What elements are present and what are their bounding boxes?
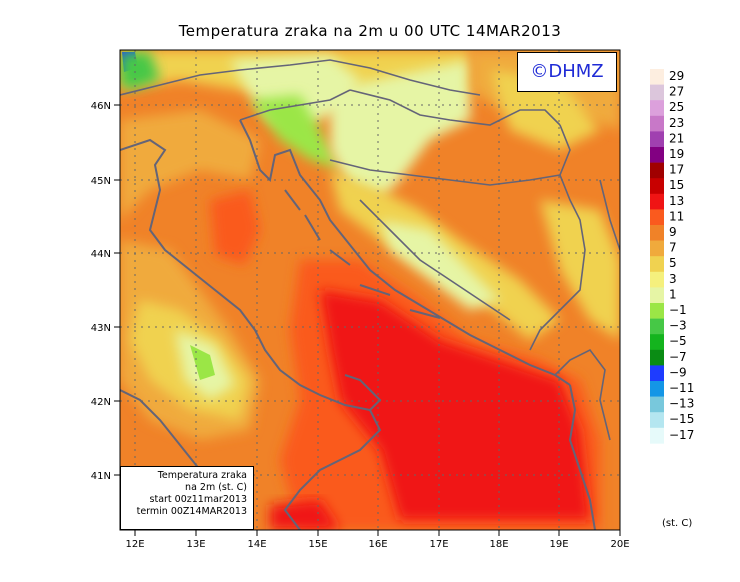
zone-alps-green: [250, 95, 340, 170]
colorbar-label: −9: [669, 365, 687, 379]
lon-label: 15E: [308, 539, 327, 550]
colorbar-swatch: [650, 349, 664, 366]
border-slovenia: [239, 89, 351, 121]
colorbar-label: 27: [669, 85, 684, 99]
lon-label: 13E: [186, 539, 205, 550]
border-bosnia-serbia: [529, 124, 586, 351]
zone-dinarides-pale: [380, 220, 500, 310]
colorbar-label: −11: [669, 381, 694, 395]
colorbar-swatch: [650, 318, 664, 335]
colorbar-swatch: [650, 240, 664, 257]
colorbar-label: −5: [669, 334, 687, 348]
zone-south-adriatic-hot: [320, 290, 590, 520]
colorbar-swatch: [650, 115, 664, 132]
colorbar-label: 9: [669, 225, 677, 239]
map-frame: [119, 49, 621, 531]
colorbar-swatch: [650, 427, 664, 444]
colorbar-label: −1: [669, 303, 687, 317]
colorbar-swatch: [650, 365, 664, 382]
colorbar-label: −15: [669, 412, 694, 426]
lat-label: 42N: [91, 397, 111, 408]
lon-label: 16E: [368, 539, 387, 550]
colorbar-label: 5: [669, 256, 677, 270]
info-line-termin: termin 00Z14MAR2013: [136, 506, 247, 517]
dhmz-logo: ©DHMZ: [517, 52, 617, 92]
zone-north-adriatic-warm: [210, 190, 260, 265]
zone-north-italy: [120, 110, 260, 220]
colorbar-label: 29: [669, 69, 684, 83]
zone-croatia-pale: [330, 60, 470, 200]
albania-coast: [568, 384, 596, 530]
colorbar-label: 21: [669, 131, 684, 145]
colorbar-swatch: [650, 178, 664, 195]
colorbar-swatch: [650, 287, 664, 304]
zone-apennines-green: [190, 345, 215, 380]
croatia-coast: [239, 119, 571, 386]
lon-label: 17E: [429, 539, 448, 550]
colorbar-swatch: [650, 162, 664, 179]
colorbar-swatch: [650, 147, 664, 163]
colorbar-swatch: [650, 193, 664, 210]
temperature-field: [120, 50, 620, 530]
border-bosnia-inner: [359, 199, 511, 321]
lon-label: 20E: [610, 539, 629, 550]
italy-coast: [120, 138, 382, 412]
map-title: Temperatura zraka na 2m u 00 UTC 14MAR20…: [178, 22, 562, 40]
colorbar-swatch: [650, 84, 664, 101]
zone-alps-pale: [230, 55, 360, 130]
lat-label: 44N: [91, 249, 111, 260]
colorbar-swatch: [650, 100, 664, 117]
colorbar-label: 1: [669, 287, 677, 301]
colorbar-label: −3: [669, 319, 687, 333]
colorbar-label: −13: [669, 397, 694, 411]
border-north: [120, 59, 481, 96]
info-line-start: start 00z11mar2013: [149, 494, 247, 505]
info-line-units: na 2m (st. C): [185, 482, 247, 493]
border-croatia-hungary: [349, 89, 561, 126]
lat-label: 45N: [91, 176, 111, 187]
lon-label: 14E: [247, 539, 266, 550]
colorbar-swatch: [650, 381, 664, 397]
colorbar-swatch: [650, 396, 664, 413]
colorbar-label: 15: [669, 178, 684, 192]
colorbar-swatch: [650, 271, 664, 288]
border-montenegro: [554, 348, 611, 441]
border-serbia-east: [599, 179, 620, 251]
colorbar-swatch: [650, 412, 664, 429]
colorbar-swatch: [650, 131, 664, 148]
colorbar-swatch: [650, 256, 664, 273]
info-line-title: Temperatura zraka: [157, 470, 247, 481]
lat-label: 43N: [91, 323, 111, 334]
lon-label: 12E: [125, 539, 144, 550]
colorbar-unit: (st. C): [662, 518, 693, 529]
zone-cold-green: [120, 52, 160, 90]
colorbar-swatch: [650, 334, 664, 351]
colorbar-swatch: [650, 225, 664, 241]
axis-ticks: [114, 104, 621, 536]
info-box: Temperatura zraka na 2m (st. C) start 00…: [120, 466, 254, 530]
colorbar-label: 19: [669, 147, 684, 161]
colorbar-swatch: [650, 209, 664, 226]
colorbar-label: −7: [669, 350, 687, 364]
lon-label: 19E: [549, 539, 568, 550]
colorbar-label: 25: [669, 100, 684, 114]
italy-heel: [283, 409, 382, 530]
islands: [284, 189, 441, 319]
colorbar-label: 7: [669, 241, 677, 255]
colorbar-label: 13: [669, 194, 684, 208]
colorbar-label: 23: [669, 116, 684, 130]
zone-serbia-yellow: [540, 200, 620, 340]
colorbar-swatch: [650, 69, 664, 85]
colorbar-label: −17: [669, 428, 694, 442]
colorbar-label: 3: [669, 272, 677, 286]
colorbar-label: 17: [669, 163, 684, 177]
colorbar-label: 11: [669, 209, 684, 223]
lon-label: 18E: [489, 539, 508, 550]
gridlines: [120, 50, 620, 530]
colorbar-swatch: [650, 303, 664, 319]
lat-label: 41N: [91, 471, 111, 482]
lat-label: 46N: [91, 101, 111, 112]
